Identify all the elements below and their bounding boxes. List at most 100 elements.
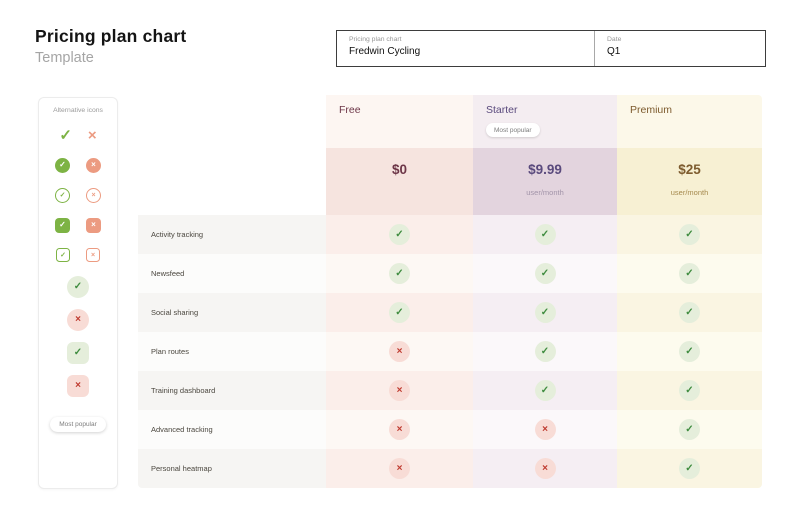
most-popular-badge-sample[interactable]: Most popular [50,417,106,432]
price-cell-free: $0 [326,148,473,215]
check-icon[interactable]: ✓ [534,224,556,245]
meta-field-label: Date [607,36,622,43]
check-icon[interactable]: ✓ [679,419,700,440]
cross-icon[interactable]: × [86,217,101,233]
icon-pairs-group: ✓ × ✓ × ✓ × ✓ × ✓ × [39,120,117,270]
feature-label: Activity tracking [138,215,326,254]
plan-name: Premium [630,104,673,116]
meta-field-chart-name[interactable]: Pricing plan chart Fredwin Cycling [337,31,594,66]
page-header: Pricing plan chart Template [35,26,186,66]
meta-field-label: Pricing plan chart [349,36,402,43]
availability-cell-starter: × [473,449,617,488]
availability-cell-starter: ✓ [473,293,617,332]
check-icon[interactable]: ✓ [389,263,410,284]
icon-pair-row: ✓ × [39,120,117,150]
price-period: user/month [670,188,709,197]
icon-pair-row: ✓ × [39,210,117,240]
availability-cell-free: ✓ [326,215,473,254]
meta-field-value[interactable]: Fredwin Cycling [349,45,421,57]
check-icon[interactable]: ✓ [389,224,410,245]
feature-label: Social sharing [138,293,326,332]
availability-cell-free: ✓ [326,254,473,293]
meta-field-value[interactable]: Q1 [607,45,621,57]
check-icon[interactable]: ✓ [389,302,410,323]
check-icon[interactable]: ✓ [67,275,89,298]
check-icon[interactable]: ✓ [534,380,556,401]
icon-pair-row: ✓ × [39,150,117,180]
check-icon[interactable]: ✓ [679,380,700,401]
feature-label: Personal heatmap [138,449,326,488]
plan-name: Starter [486,104,518,116]
check-icon[interactable]: ✓ [679,263,700,284]
alternative-icons-panel: Alternative icons ✓ × ✓ × ✓ × ✓ × ✓ × ✓ × ✓ × Most p… [38,97,118,489]
availability-cell-starter: ✓ [473,215,617,254]
availability-cell-starter: ✓ [473,371,617,410]
feature-label: Newsfeed [138,254,326,293]
availability-cell-free: × [326,332,473,371]
cross-icon[interactable]: × [67,308,89,331]
page-title: Pricing plan chart [35,26,187,46]
availability-cell-premium: ✓ [617,410,762,449]
cross-icon[interactable]: × [534,419,556,440]
availability-cell-premium: ✓ [617,371,762,410]
check-icon[interactable]: ✓ [55,217,70,233]
availability-cell-premium: ✓ [617,293,762,332]
document-meta-box: Pricing plan chart Fredwin Cycling Date … [336,30,766,67]
check-icon[interactable]: ✓ [679,341,700,362]
price-cell-premium: $25 user/month [617,148,762,215]
availability-cell-starter: ✓ [473,332,617,371]
availability-cell-free: × [326,449,473,488]
alternative-icons-title: Alternative icons [53,107,103,114]
cross-icon[interactable]: × [389,458,410,479]
price-value: $0 [391,162,408,177]
cross-icon[interactable]: × [389,419,410,440]
plan-header-free: Free [326,95,473,148]
price-cell-starter: $9.99 user/month [473,148,617,215]
price-value: $9.99 [528,162,562,177]
availability-cell-premium: ✓ [617,215,762,254]
cross-icon[interactable]: × [86,187,101,203]
check-icon[interactable]: ✓ [679,224,700,245]
plan-name: Free [339,104,361,116]
check-icon[interactable]: ✓ [534,341,556,362]
cross-icon[interactable]: × [389,380,410,401]
check-icon[interactable]: ✓ [55,157,70,173]
table-corner-cell [138,148,326,215]
cross-icon[interactable]: × [86,248,100,262]
check-icon[interactable]: ✓ [67,341,89,364]
page-subtitle: Template [35,50,94,66]
icon-single-row: × [39,303,117,336]
feature-label: Plan routes [138,332,326,371]
check-icon[interactable]: ✓ [534,302,556,323]
check-icon[interactable]: ✓ [679,458,700,479]
price-value: $25 [678,162,701,177]
plan-header-starter: Starter Most popular [473,95,617,148]
check-icon[interactable]: ✓ [59,126,72,144]
feature-label: Advanced tracking [138,410,326,449]
table-corner-cell [138,95,326,148]
feature-label: Training dashboard [138,371,326,410]
check-icon[interactable]: ✓ [55,187,70,203]
price-period: user/month [526,188,564,197]
icon-single-row: ✓ [39,336,117,369]
check-icon[interactable]: ✓ [56,248,70,262]
icon-pair-row: ✓ × [39,240,117,270]
icon-single-row: × [39,369,117,402]
availability-cell-starter: × [473,410,617,449]
cross-icon[interactable]: × [534,458,556,479]
cross-icon[interactable]: × [87,126,97,144]
availability-cell-premium: ✓ [617,254,762,293]
check-icon[interactable]: ✓ [534,263,556,284]
cross-icon[interactable]: × [86,157,101,173]
check-icon[interactable]: ✓ [679,302,700,323]
cross-icon[interactable]: × [389,341,410,362]
plan-header-premium: Premium [617,95,762,148]
pricing-table: Free Starter Most popular Premium $0 $9.99 use… [138,95,762,488]
icon-pair-row: ✓ × [39,180,117,210]
cross-icon[interactable]: × [67,374,89,397]
most-popular-badge: Most popular [486,123,540,137]
meta-field-date[interactable]: Date Q1 [594,31,765,66]
availability-cell-free: × [326,410,473,449]
availability-cell-premium: ✓ [617,332,762,371]
availability-cell-free: × [326,371,473,410]
